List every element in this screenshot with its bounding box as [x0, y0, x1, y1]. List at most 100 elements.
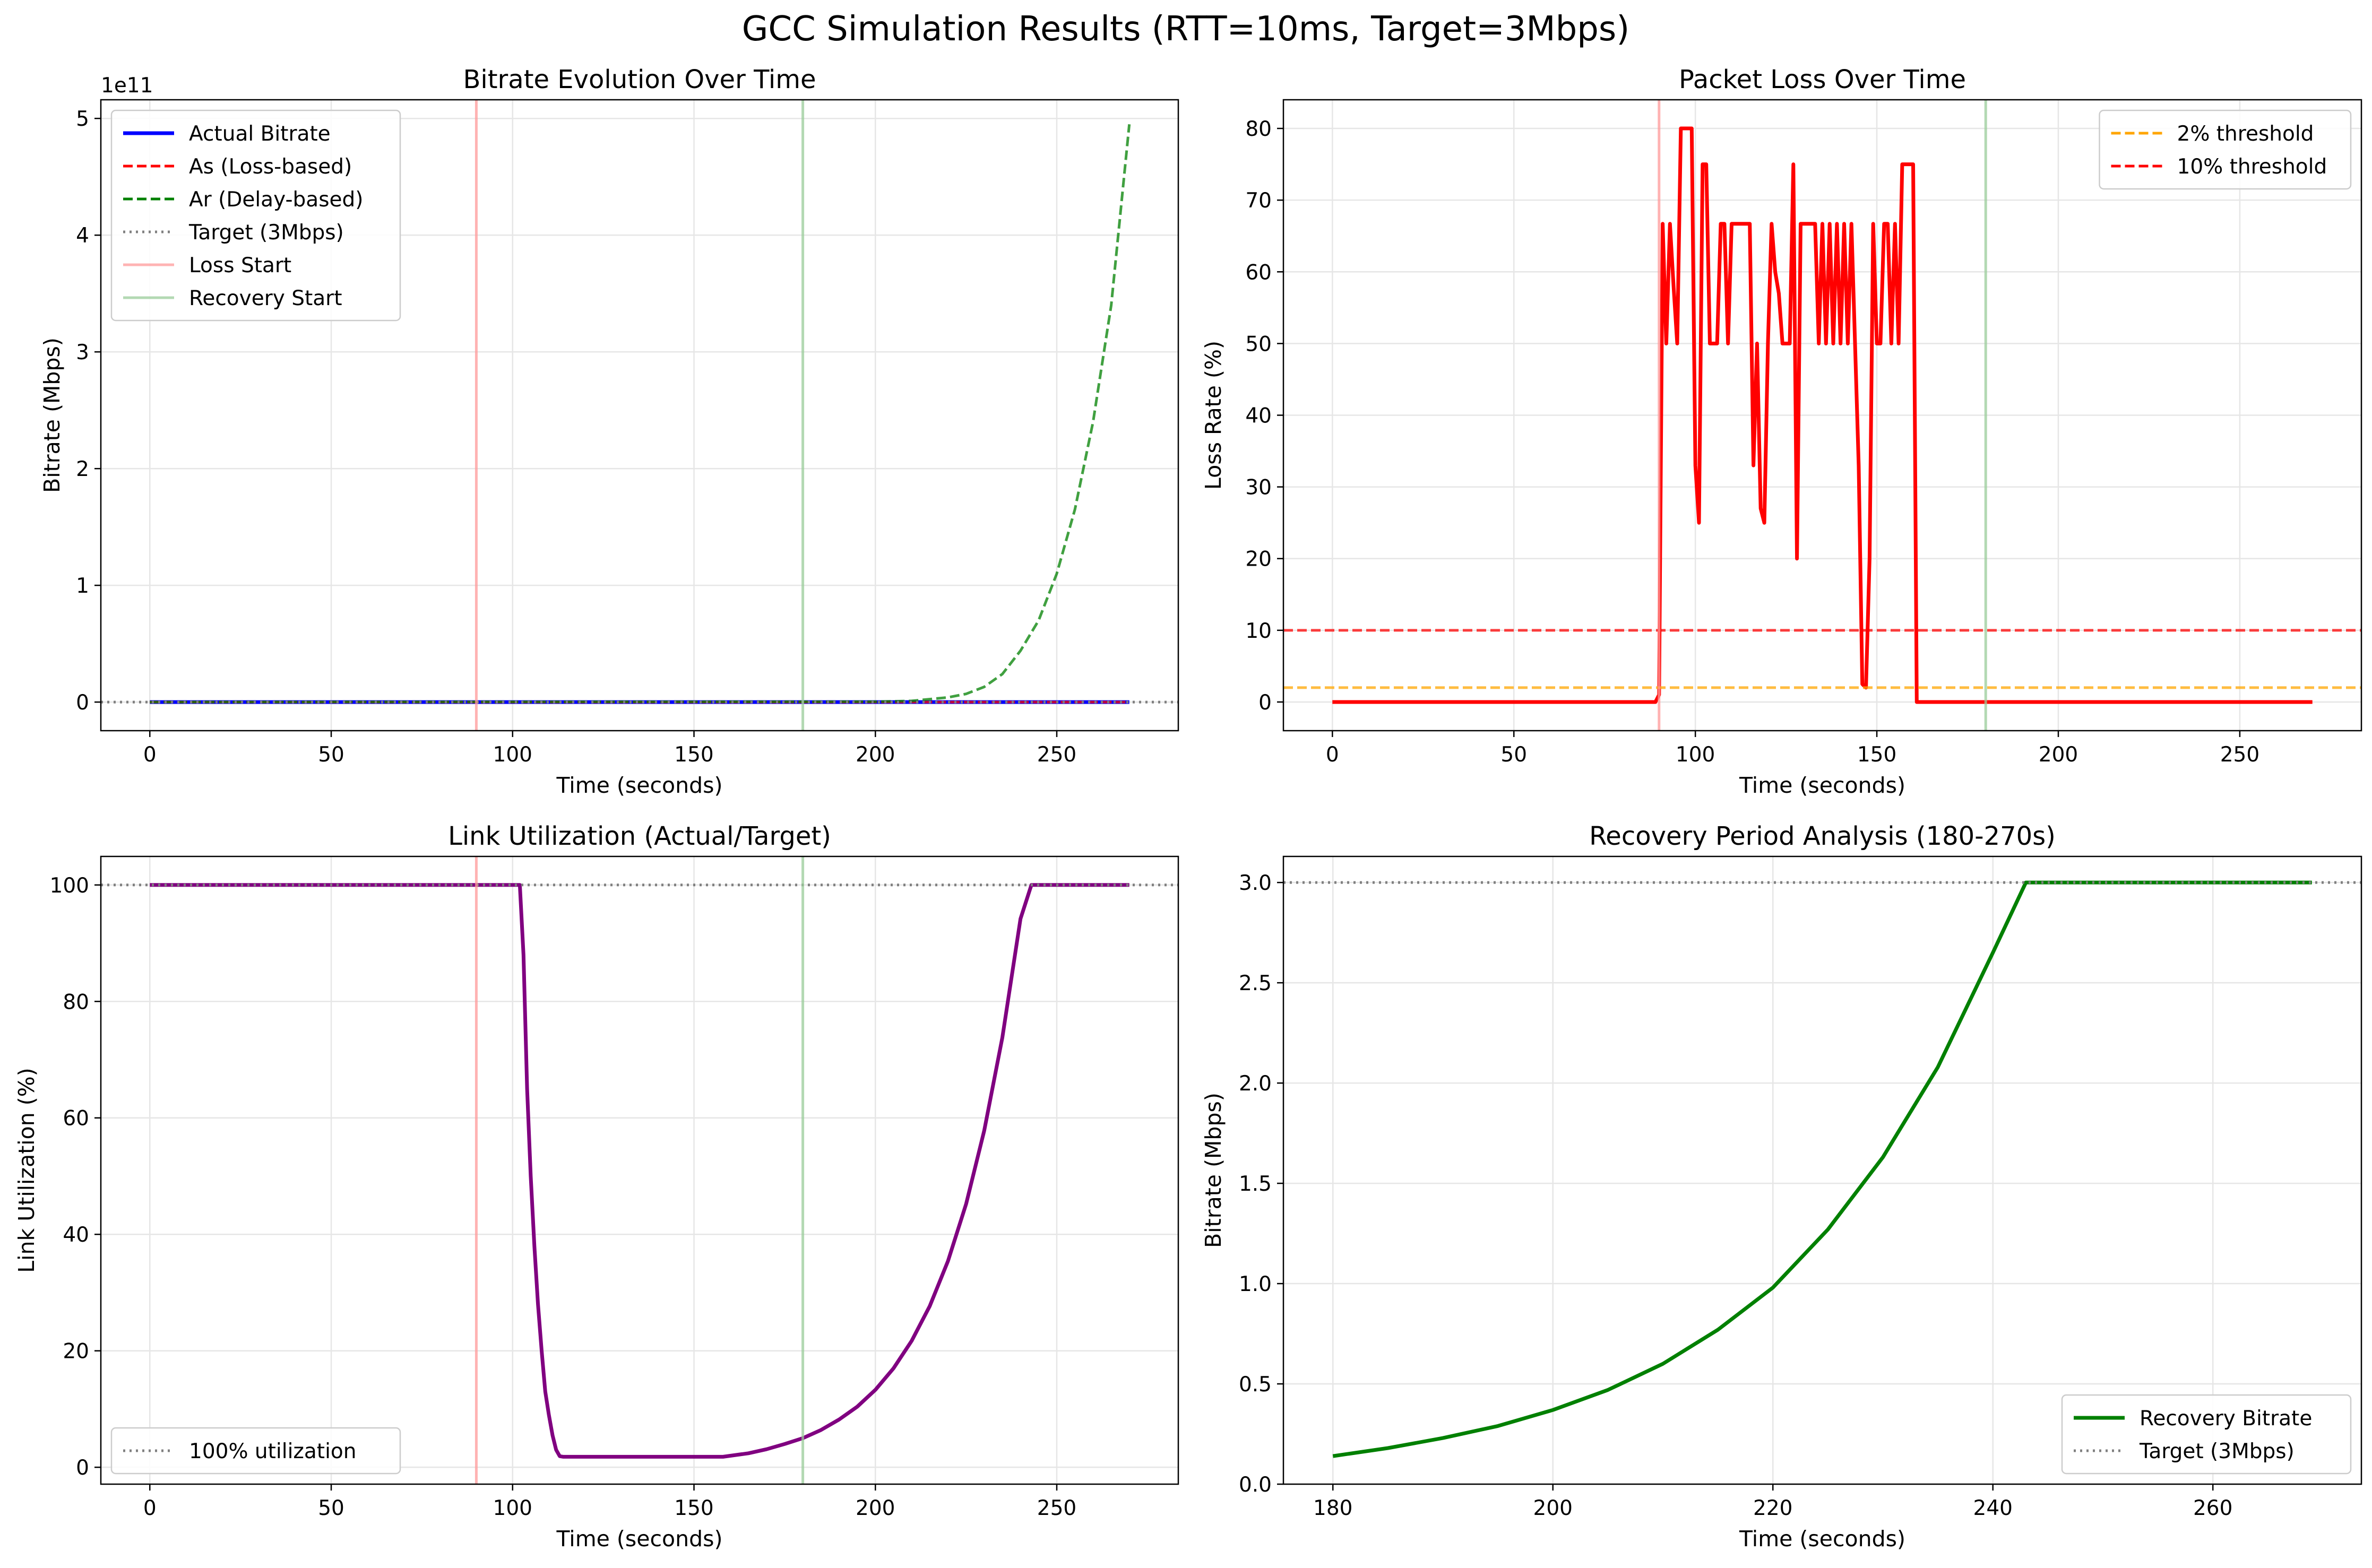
y-axis-label: Bitrate (Mbps) — [39, 337, 65, 493]
x-axis-label: Time (seconds) — [1739, 1526, 1905, 1552]
legend: 100% utilization — [110, 1427, 401, 1475]
x-tick-label: 220 — [1753, 1496, 1792, 1520]
x-tick-label: 200 — [2039, 743, 2078, 767]
x-tick-label: 250 — [1037, 1496, 1076, 1520]
y-tick-label: 40 — [63, 1223, 89, 1247]
legend-label: Target (3Mbps) — [2139, 1440, 2295, 1463]
subplot-title: Recovery Period Analysis (180-270s) — [1589, 821, 2056, 851]
y-tick-label: 40 — [1245, 404, 1272, 428]
subplot-2: 0 50 100 150 200 250 0 10 20 30 40 50 60 70 80 Packet L… — [1201, 65, 2362, 798]
legend-box — [110, 109, 401, 322]
legend-label: Recovery Start — [189, 287, 342, 310]
y-axis-label: Loss Rate (%) — [1201, 341, 1226, 490]
y-tick-label: 80 — [1245, 117, 1272, 141]
y-tick-label: 60 — [63, 1107, 89, 1131]
legend-label: Actual Bitrate — [189, 122, 331, 146]
y-tick-label: 0.0 — [1239, 1473, 1272, 1497]
plot-area — [1283, 880, 2361, 1458]
y-tick-label: 20 — [63, 1340, 89, 1364]
legend: Recovery Bitrate Target (3Mbps) — [2061, 1394, 2352, 1475]
y-tick-label: 70 — [1245, 189, 1272, 213]
x-tick-label: 260 — [2193, 1496, 2232, 1520]
legend-box — [110, 1427, 401, 1475]
x-tick-label: 250 — [2220, 743, 2259, 767]
axes-frame — [100, 99, 1179, 732]
y-tick-label: 3.0 — [1239, 871, 1272, 895]
x-tick-label: 200 — [856, 743, 895, 767]
y-tick-label: 10 — [1245, 619, 1272, 643]
x-tick-label: 100 — [493, 1496, 532, 1520]
plot-area — [101, 100, 1178, 731]
y-tick-label: 0 — [1258, 691, 1272, 715]
x-tick-label: 180 — [1313, 1496, 1352, 1520]
y-tick-label: 50 — [1245, 332, 1272, 356]
x-tick-label: 100 — [1676, 743, 1715, 767]
x-tick-label: 250 — [1037, 743, 1076, 767]
x-tick-label: 150 — [674, 743, 713, 767]
x-tick-label: 150 — [1857, 743, 1896, 767]
legend-label: 2% threshold — [2177, 122, 2314, 146]
x-tick-label: 50 — [318, 1496, 344, 1520]
series-line — [150, 124, 1131, 704]
subplot-title: Bitrate Evolution Over Time — [463, 65, 816, 94]
axes-frame — [100, 855, 1179, 1485]
x-axis-label: Time (seconds) — [1739, 773, 1905, 798]
x-tick-label: 200 — [1533, 1496, 1573, 1520]
y-tick-label: 0.5 — [1239, 1373, 1272, 1397]
y-tick-label: 1.0 — [1239, 1272, 1272, 1296]
y-tick-label: 20 — [1245, 548, 1272, 571]
x-tick-label: 0 — [143, 1496, 157, 1520]
y-tick-label: 2 — [76, 457, 89, 481]
x-axis-label: Time (seconds) — [556, 773, 723, 798]
legend-label: 10% threshold — [2177, 155, 2327, 179]
axes-frame — [1282, 855, 2362, 1485]
y-tick-label: 2.0 — [1239, 1072, 1272, 1096]
y-tick-label: 80 — [63, 990, 89, 1014]
y-tick-label: 100 — [50, 874, 89, 898]
legend: Actual Bitrate As (Loss-based) Ar (Delay-b… — [110, 109, 401, 322]
x-tick-label: 0 — [143, 743, 157, 767]
legend-label: 100% utilization — [189, 1440, 357, 1463]
subplot-4: 180 200 220 240 260 0.0 0.5 1.0 1.5 2.0 2.5 3.0 Reco… — [1201, 821, 2362, 1552]
x-tick-label: 150 — [674, 1496, 713, 1520]
legend-box — [2061, 1394, 2352, 1475]
subplot-1: 0 50 100 150 200 250 0 1 2 3 4 5 Bitrate Evolution O… — [39, 65, 1179, 798]
legend-label: Recovery Bitrate — [2140, 1407, 2312, 1431]
legend-label: As (Loss-based) — [189, 155, 352, 179]
plot-area — [1283, 100, 2361, 731]
legend-box — [2099, 109, 2352, 190]
legend-label: Target (3Mbps) — [188, 221, 344, 245]
y-tick-label: 0 — [76, 691, 89, 715]
x-tick-label: 100 — [493, 743, 532, 767]
series-line — [1332, 126, 2313, 704]
y-tick-label: 3 — [76, 341, 89, 365]
y-tick-label: 0 — [76, 1456, 89, 1480]
x-tick-label: 200 — [856, 1496, 895, 1520]
series-line — [150, 883, 1129, 1459]
y-tick-label: 4 — [76, 224, 89, 248]
y-axis-label: Link Utilization (%) — [14, 1068, 39, 1272]
y-tick-label: 2.5 — [1239, 972, 1272, 995]
plot-area — [101, 856, 1178, 1484]
x-axis-label: Time (seconds) — [556, 1526, 723, 1552]
y-tick-label: 1.5 — [1239, 1172, 1272, 1196]
series-line — [1332, 880, 2312, 1458]
figure-title: GCC Simulation Results (RTT=10ms, Target… — [742, 10, 1629, 49]
legend: 2% threshold 10% threshold — [2099, 109, 2352, 190]
subplot-title: Packet Loss Over Time — [1679, 65, 1966, 94]
y-tick-label: 60 — [1245, 261, 1272, 284]
x-tick-label: 240 — [1973, 1496, 2013, 1520]
subplot-3: 0 50 100 150 200 250 0 20 40 60 80 100 Link Utilizat… — [14, 821, 1179, 1552]
legend-label: Loss Start — [189, 254, 291, 278]
subplot-title: Link Utilization (Actual/Target) — [448, 821, 831, 851]
y-tick-label: 30 — [1245, 476, 1272, 500]
x-tick-label: 50 — [1500, 743, 1527, 767]
y-axis-label: Bitrate (Mbps) — [1201, 1093, 1226, 1248]
x-tick-label: 0 — [1326, 743, 1339, 767]
y-tick-label: 5 — [76, 107, 89, 131]
y-tick-label: 1 — [76, 574, 89, 598]
y-offset-text: 1e11 — [101, 74, 153, 98]
legend-label: Ar (Delay-based) — [189, 188, 364, 212]
